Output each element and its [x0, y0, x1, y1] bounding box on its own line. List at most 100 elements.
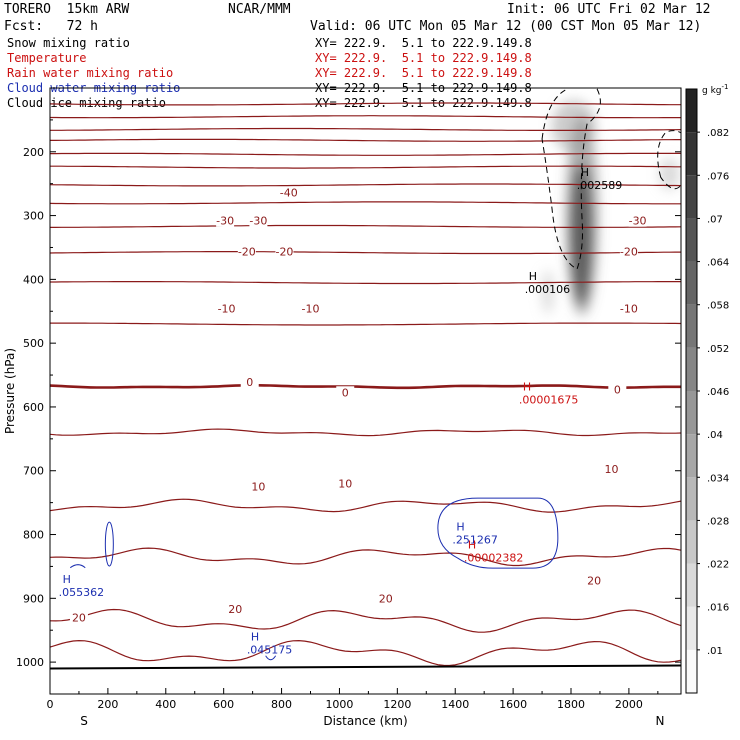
- max-label-cloud_water: H.045175: [247, 630, 293, 656]
- legend-label: Rain water mixing ratio: [7, 66, 174, 80]
- isotherm-m35: [50, 165, 681, 169]
- isotherm-m5: [50, 322, 681, 326]
- max-value: .00002382: [464, 551, 524, 564]
- max-marker: H: [251, 630, 259, 643]
- init-time: Init: 06 UTC Fri 02 Mar 12: [507, 2, 711, 17]
- colorbar-tick-label: .01: [707, 646, 723, 657]
- colorbar-units-exponent: -1: [722, 83, 729, 91]
- colorbar-bin: [686, 649, 697, 693]
- isotherm-25: [50, 639, 681, 667]
- max-marker: H: [456, 521, 464, 534]
- isotherm-label-bg: [237, 245, 256, 258]
- colorbar-tick-label: .064: [707, 258, 729, 269]
- source-label: NCAR/MMM: [228, 2, 291, 17]
- colorbar-bin: [686, 477, 697, 521]
- colorbar-bin: [686, 606, 697, 650]
- isotherm-m40: [50, 152, 681, 156]
- isotherm-label: -20: [620, 245, 638, 258]
- legend-label: Cloud ice mixing ratio: [7, 96, 166, 110]
- max-value: .045175: [247, 643, 293, 656]
- valid-time: Valid: 06 UTC Mon 05 Mar 12 (00 CST Mon …: [310, 19, 702, 34]
- cloud-water-contour-small: [265, 655, 277, 661]
- isotherm-label-bg: [585, 574, 604, 587]
- isotherms: [50, 102, 681, 667]
- max-marker: H: [468, 538, 476, 551]
- legend-label: Snow mixing ratio: [7, 36, 130, 50]
- max-label-rain: H.00002382: [464, 538, 524, 564]
- colorbar-tick-label: .046: [707, 387, 729, 398]
- isotherm-label: 10: [605, 463, 619, 476]
- isotherm-label: 20: [228, 603, 242, 616]
- isotherm-m55: [50, 115, 681, 119]
- max-label-cloud_water: H.055362: [59, 573, 105, 599]
- x-tick-label: 600: [213, 698, 234, 711]
- cloud-water-contour: [104, 521, 114, 567]
- cloud-ice-contour: [541, 88, 601, 270]
- legend-xy: XY= 222.9. 5.1 to 222.9.149.8: [315, 66, 532, 80]
- x-tick-label: 2000: [615, 698, 643, 711]
- surface-line: [50, 664, 681, 670]
- isotherm-label: -20: [238, 245, 256, 258]
- x-tick-label: 1600: [499, 698, 527, 711]
- colorbar-bin: [686, 563, 697, 607]
- y-tick-label: 300: [23, 210, 44, 223]
- isotherm-m15: [50, 251, 681, 255]
- colorbar-tick-label: .07: [707, 214, 723, 225]
- max-value: .002589: [577, 179, 623, 192]
- x-tick-label: 800: [271, 698, 292, 711]
- cloud-ice-contour-edge: [657, 130, 681, 190]
- y-tick-label: 900: [23, 592, 44, 605]
- isotherm-label: -40: [280, 187, 298, 200]
- isotherm-label-bg: [336, 477, 355, 490]
- south-endpoint-label: S: [80, 714, 88, 728]
- x-tick-label: 1000: [325, 698, 353, 711]
- colorbar-tick-label: .028: [707, 516, 729, 527]
- colorbar-tick-label: .016: [707, 603, 729, 614]
- isotherm-label: -30: [249, 215, 267, 228]
- colorbar-bin: [686, 391, 697, 435]
- max-marker: H: [63, 573, 71, 586]
- plot-area: -40 -30 -30 -30 -20 -20 -20 -10 -10 -10 0 0 0 10 10 10 2…: [50, 88, 681, 670]
- colorbar: .01 .016 .022 .028 .034 .04 .046 .052 .058 .064 .0…: [685, 83, 729, 694]
- max-value: .000106: [525, 283, 571, 296]
- max-label-cloud_ice: H.000106: [525, 270, 571, 296]
- isotherm-label-bg: [336, 386, 355, 399]
- isotherm-label: 0: [342, 386, 349, 399]
- isotherm-label-bg: [602, 462, 621, 475]
- colorbar-units: g kg-1: [702, 83, 728, 96]
- max-value: .055362: [59, 586, 105, 599]
- colorbar-bin: [686, 218, 697, 262]
- y-tick-label: 200: [23, 146, 44, 159]
- colorbar-units-base: g kg: [702, 86, 722, 96]
- isotherm-label: -30: [629, 215, 647, 228]
- y-tick-label: 600: [23, 401, 44, 414]
- x-axis-label: Distance (km): [323, 714, 407, 728]
- y-tick-label: 800: [23, 529, 44, 542]
- x-tick-label: 400: [155, 698, 176, 711]
- isotherm-label-bg: [608, 383, 627, 396]
- isotherm-label-bg: [619, 245, 638, 258]
- isotherm-m20: [50, 224, 681, 228]
- isotherm-label-bg: [249, 214, 268, 227]
- legend-label: Temperature: [7, 51, 87, 65]
- max-value: .00001675: [519, 393, 579, 406]
- y-tick-label: 700: [23, 465, 44, 478]
- isotherm-0: [50, 383, 681, 390]
- cloud-water-contour-main: [437, 497, 559, 569]
- isotherm-label: 10: [338, 477, 352, 490]
- max-label-cloud_water: H.251267: [452, 521, 498, 547]
- x-tick-label: 1400: [441, 698, 469, 711]
- isotherm-label-bg: [376, 592, 395, 605]
- plot-frame: [49, 87, 682, 695]
- cloud-water-contour-small: [69, 564, 86, 569]
- isotherm-label-bg: [226, 603, 245, 616]
- isotherm-label: -10: [302, 303, 320, 316]
- isotherm-label: 0: [246, 376, 253, 389]
- x-tick-label: 1800: [557, 698, 585, 711]
- legend-xy: XY= 222.9. 5.1 to 222.9.149.8: [315, 36, 532, 50]
- isotherm-m60: [50, 102, 681, 106]
- isotherm-label: 20: [72, 611, 86, 624]
- isotherm-label-bg: [628, 214, 647, 227]
- isotherm-5: [50, 428, 681, 437]
